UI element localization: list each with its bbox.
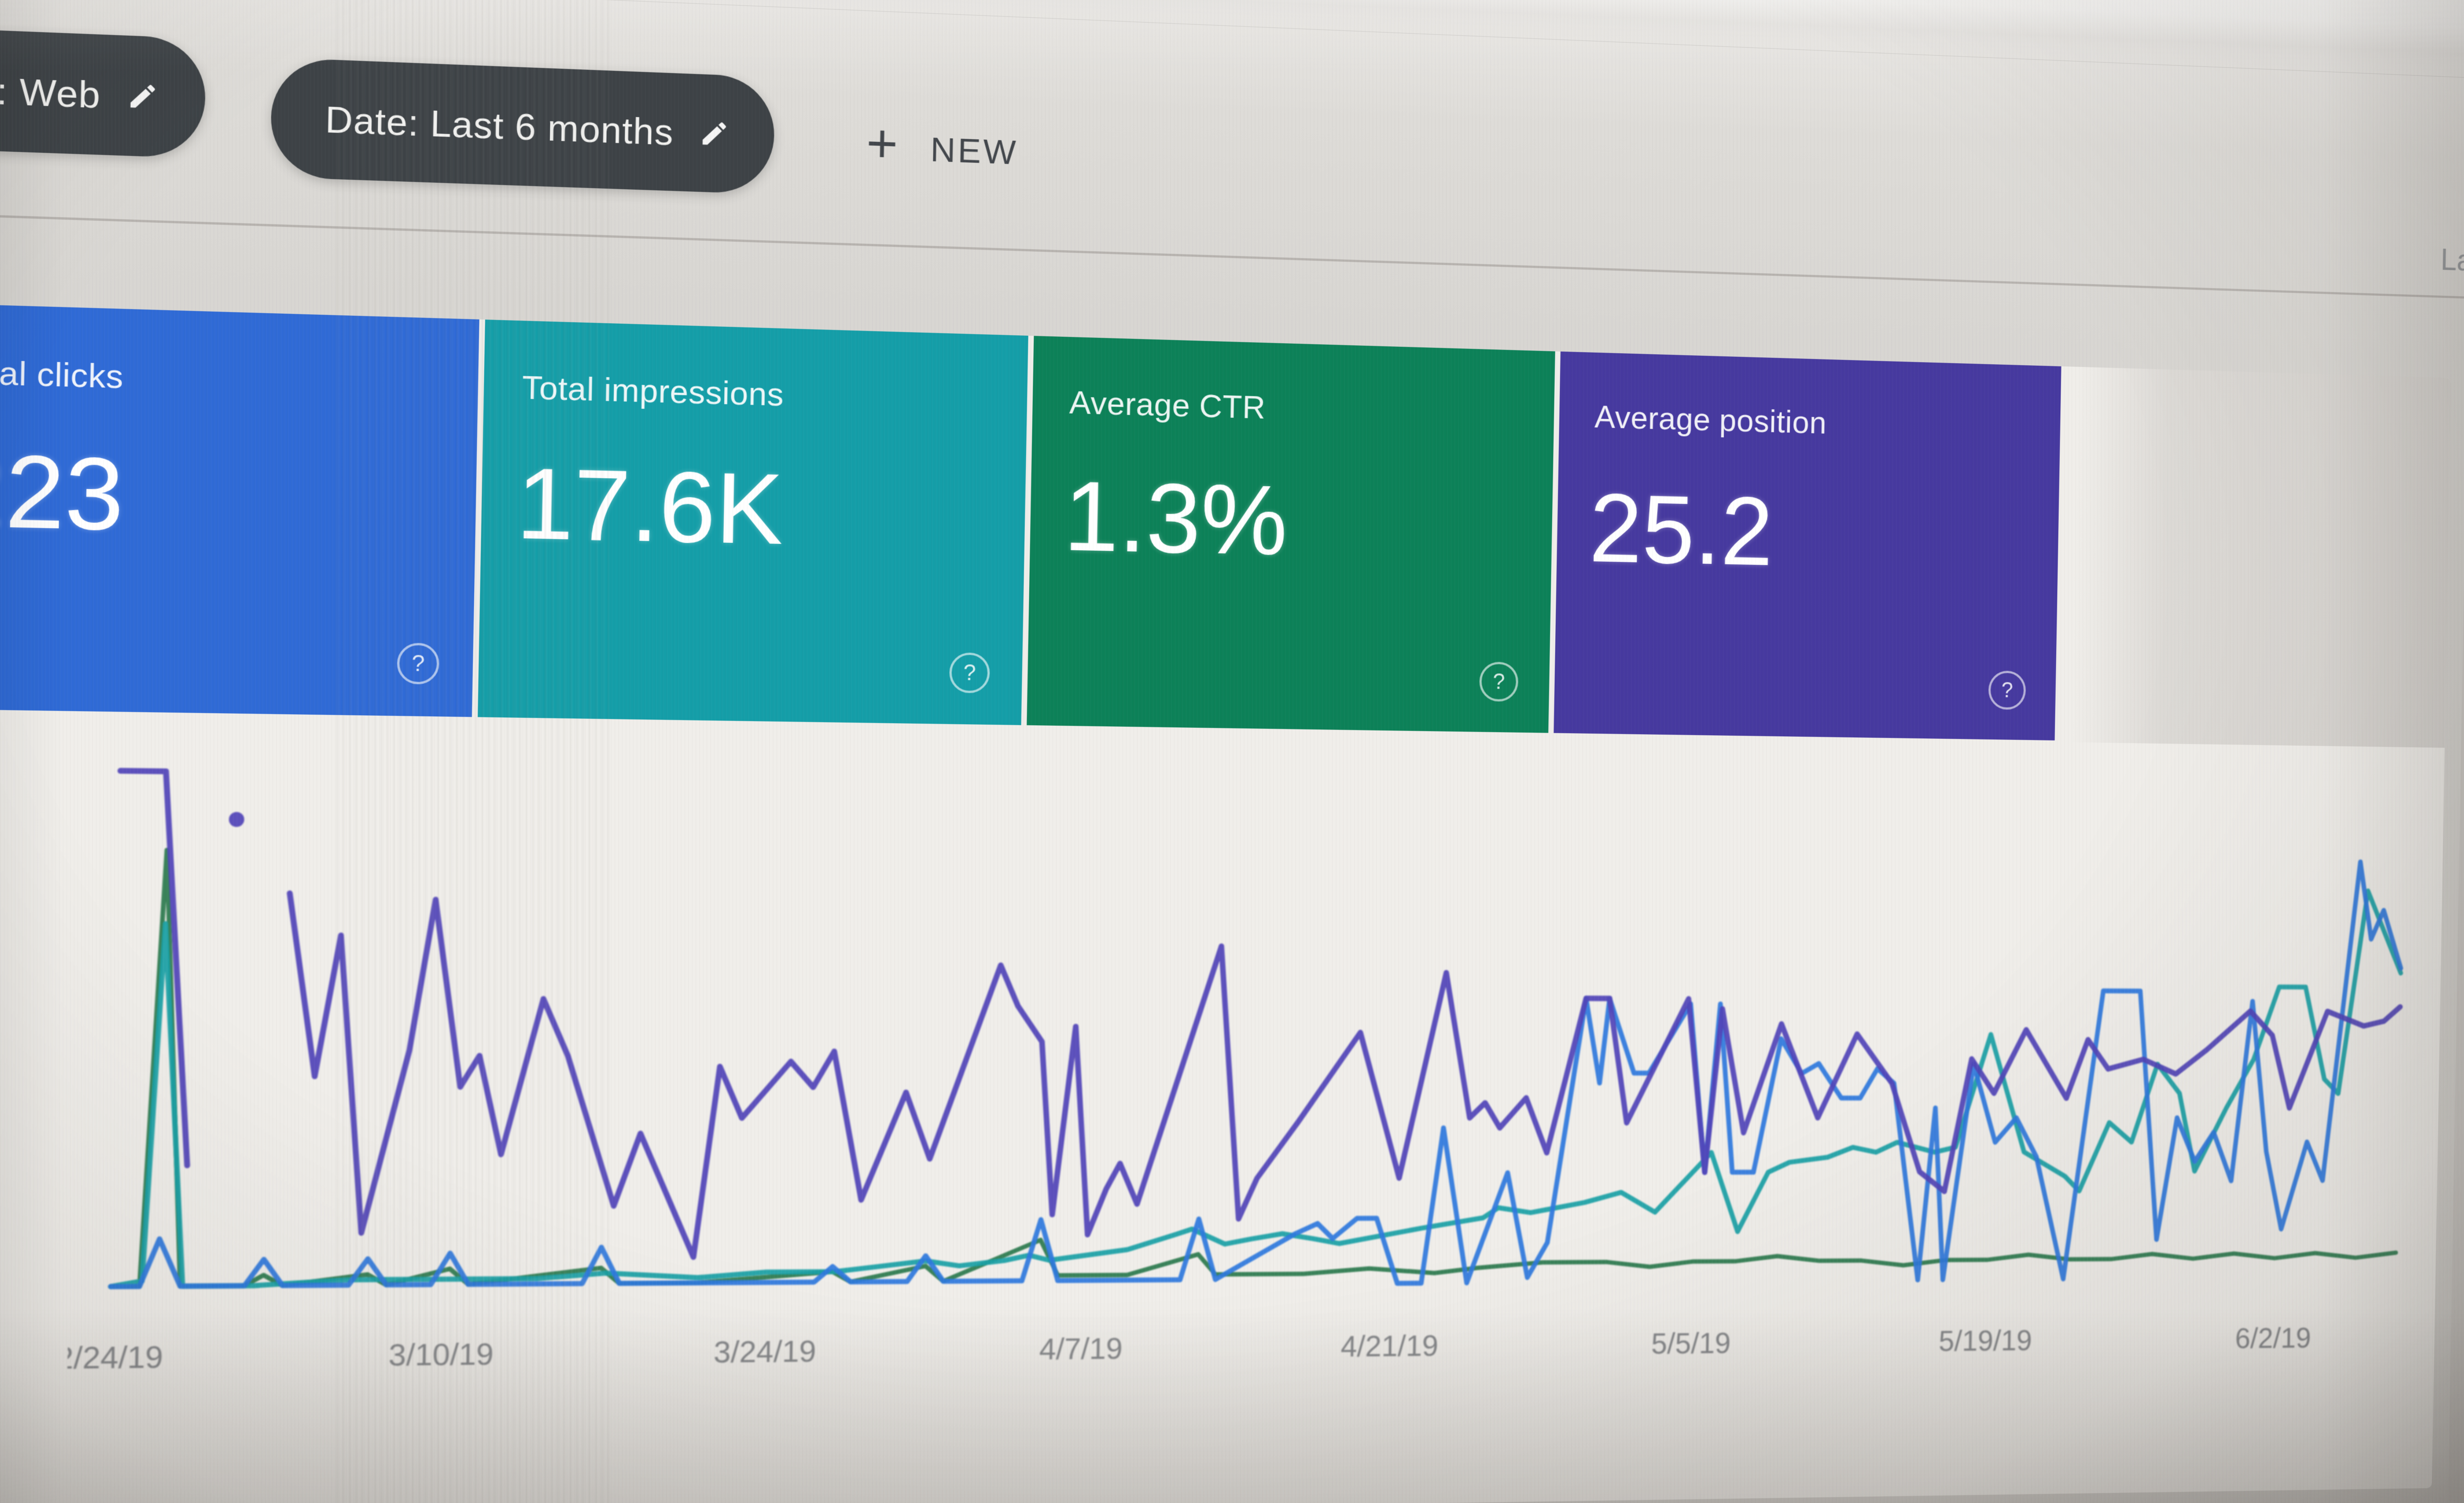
new-filter-button[interactable]: + NEW xyxy=(866,113,1019,179)
metric-cards-row: Total clicks 223 ? Total impressions 17.… xyxy=(0,302,2061,740)
card-value: 1.3% xyxy=(1063,460,1289,576)
performance-panel: Total clicks 223 ? Total impressions 17.… xyxy=(0,302,2451,1503)
series-position xyxy=(283,893,2402,1260)
last-updated-partial-text: La xyxy=(2440,242,2464,278)
x-axis-tick-label: 2/24/19 xyxy=(66,1340,163,1376)
x-axis-tick-label: 4/21/19 xyxy=(1340,1329,1439,1363)
search-type-chip-label: type: Web xyxy=(0,66,101,116)
help-icon[interactable]: ? xyxy=(949,652,990,694)
help-icon[interactable]: ? xyxy=(1988,670,2026,710)
date-filter-chip-label: Date: Last 6 months xyxy=(325,98,674,153)
edit-icon[interactable] xyxy=(127,80,159,112)
help-icon[interactable]: ? xyxy=(396,642,440,685)
x-axis-tick-label: 4/7/19 xyxy=(1039,1332,1123,1366)
search-type-chip[interactable]: type: Web xyxy=(0,24,207,159)
x-axis-tick-label: 5/5/19 xyxy=(1651,1327,1731,1361)
x-axis-tick-label: 6/2/19 xyxy=(2235,1322,2311,1354)
card-average-ctr[interactable]: Average CTR 1.3% ? xyxy=(1026,336,1555,733)
card-value: 25.2 xyxy=(1588,473,1774,586)
new-filter-button-label: NEW xyxy=(930,130,1019,172)
card-label: Average position xyxy=(1594,399,1827,441)
card-total-clicks[interactable]: Total clicks 223 ? xyxy=(0,302,479,717)
x-axis-tick-label: 5/19/19 xyxy=(1938,1324,2032,1357)
series-impressions xyxy=(111,871,2403,1286)
card-average-position[interactable]: Average position 25.2 ? xyxy=(1554,351,2061,740)
filter-toolbar: type: Web Date: Last 6 months + NEW La xyxy=(0,8,2464,313)
x-axis-tick-label: 3/10/19 xyxy=(388,1337,494,1372)
series-point-position xyxy=(229,811,244,827)
date-filter-chip[interactable]: Date: Last 6 months xyxy=(270,57,775,194)
card-label: Total impressions xyxy=(521,369,785,413)
help-icon[interactable]: ? xyxy=(1479,661,1519,702)
card-label: Total clicks xyxy=(0,353,124,396)
plus-icon: + xyxy=(866,113,899,175)
panel-shading xyxy=(2070,366,2451,748)
edit-icon[interactable] xyxy=(699,118,730,149)
card-total-impressions[interactable]: Total impressions 17.6K ? xyxy=(477,320,1029,725)
series-ctr xyxy=(111,850,2403,1286)
series-clicks xyxy=(111,839,2403,1292)
card-value: 223 xyxy=(0,432,125,552)
card-label: Average CTR xyxy=(1069,384,1266,426)
performance-chart-svg[interactable]: 2/24/19 3/10/19 3/24/19 4/7/19 4/21/19 5/5/19… xyxy=(55,748,2439,1432)
card-value: 17.6K xyxy=(515,446,785,565)
performance-chart[interactable]: 2/24/19 3/10/19 3/24/19 4/7/19 4/21/19 5/5/19… xyxy=(55,748,2439,1432)
x-axis-tick-label: 3/24/19 xyxy=(713,1334,816,1369)
